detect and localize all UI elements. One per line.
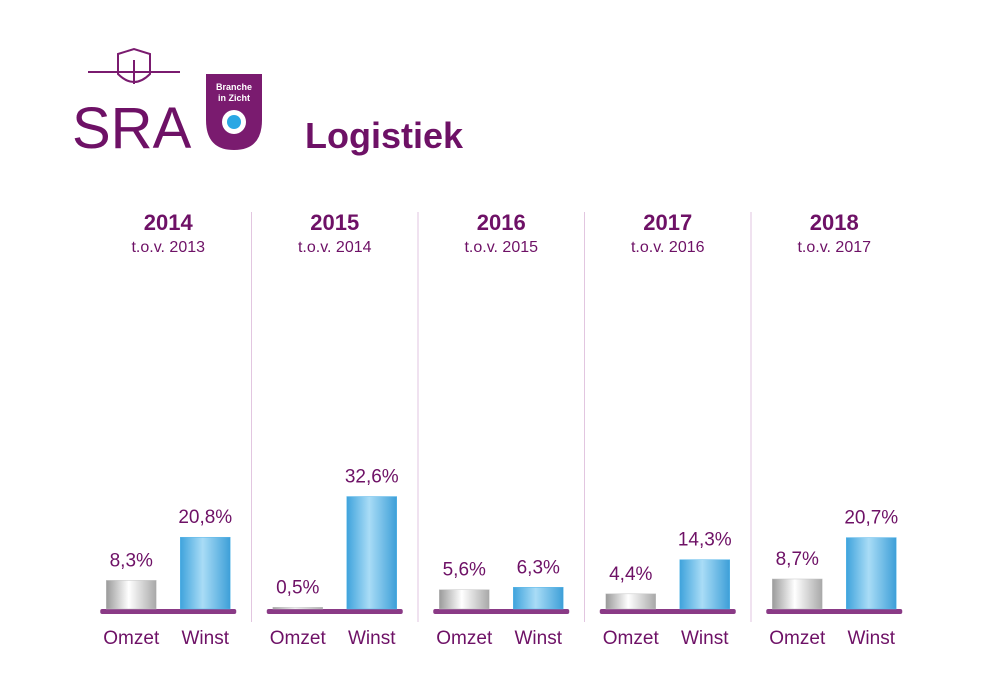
value-label: 20,7% (844, 508, 898, 529)
bar (272, 607, 323, 610)
year-subtitle: t.o.v. 2017 (797, 239, 871, 256)
year-label: 2018 (810, 210, 859, 235)
bar (513, 587, 564, 610)
base-plate (266, 609, 403, 614)
bar-label: Winst (681, 628, 729, 649)
value-label: 8,7% (776, 549, 819, 570)
year-subtitle: t.o.v. 2014 (298, 239, 372, 256)
badge-text: in Zicht (218, 93, 250, 103)
bar-label: Omzet (769, 628, 826, 649)
value-label: 0,5% (276, 577, 319, 598)
value-label: 20,8% (178, 507, 232, 528)
base-plate (766, 609, 903, 614)
bar (846, 537, 897, 610)
year-label: 2015 (310, 210, 359, 235)
bar (772, 578, 823, 610)
year-label: 2014 (144, 210, 194, 235)
badge-text: Branche (216, 82, 252, 92)
value-label: 4,4% (609, 564, 652, 585)
value-label: 14,3% (678, 530, 732, 551)
bar (106, 580, 157, 610)
bar (439, 589, 490, 610)
base-plate (100, 609, 237, 614)
year-label: 2016 (477, 210, 526, 235)
value-label: 5,6% (443, 560, 486, 581)
bar (346, 496, 397, 610)
year-subtitle: t.o.v. 2015 (464, 239, 538, 256)
brand-name: SRA (72, 96, 192, 161)
bar-label: Winst (848, 628, 896, 649)
year-subtitle: t.o.v. 2016 (631, 239, 705, 256)
value-label: 8,3% (110, 550, 153, 571)
bar-label: Winst (348, 628, 396, 649)
bar-label: Omzet (436, 628, 493, 649)
year-label: 2017 (643, 210, 692, 235)
bar (605, 593, 656, 610)
year-subtitle: t.o.v. 2013 (131, 239, 205, 256)
bar-label: Omzet (603, 628, 660, 649)
base-plate (433, 609, 570, 614)
bar (180, 536, 231, 610)
value-label: 32,6% (345, 467, 399, 488)
bar-label: Omzet (103, 628, 160, 649)
bar-label: Winst (182, 628, 230, 649)
bar-label: Omzet (270, 628, 327, 649)
base-plate (599, 609, 736, 614)
chart-title: Logistiek (305, 115, 464, 156)
value-label: 6,3% (517, 557, 560, 578)
bar (679, 559, 730, 610)
logo: SRA Branche in Zicht (72, 47, 262, 161)
bar-label: Winst (515, 628, 563, 649)
